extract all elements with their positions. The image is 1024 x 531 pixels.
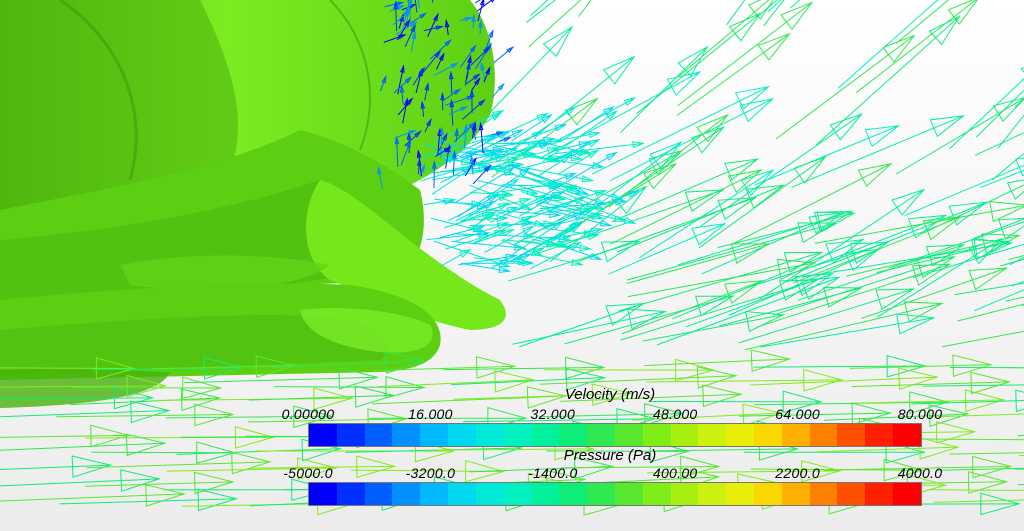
velocity-swatch	[364, 424, 393, 446]
pressure-swatch	[309, 483, 337, 505]
pressure-legend-title: Pressure (Pa)	[563, 447, 657, 464]
velocity-swatch	[448, 424, 476, 446]
pressure-tick-label: 2200.0	[775, 465, 820, 481]
pressure-swatch	[670, 483, 699, 505]
velocity-swatch	[809, 424, 838, 446]
pressure-swatch	[364, 483, 393, 505]
velocity-swatch	[754, 424, 782, 446]
pressure-swatch	[642, 483, 671, 505]
velocity-swatch	[726, 424, 754, 446]
velocity-swatch	[336, 424, 365, 446]
velocity-swatch	[392, 424, 421, 446]
velocity-swatch	[614, 424, 643, 446]
velocity-swatch	[559, 424, 588, 446]
pressure-colorbar	[308, 482, 922, 506]
pressure-tick-label: -3200.0	[405, 465, 456, 481]
pressure-swatch	[698, 483, 727, 505]
velocity-swatch	[503, 424, 532, 446]
pressure-swatch	[559, 483, 588, 505]
pressure-swatch	[837, 483, 866, 505]
pressure-swatch	[865, 483, 894, 505]
velocity-tick-label: 16.000	[408, 406, 453, 422]
velocity-tick-label: 48.000	[652, 406, 698, 422]
pressure-swatch	[392, 483, 421, 505]
pressure-swatch	[448, 483, 476, 505]
pressure-swatch	[809, 483, 838, 505]
velocity-tick-label: 80.000	[897, 406, 943, 422]
velocity-swatch	[781, 424, 810, 446]
velocity-tick-label: 64.000	[775, 406, 820, 422]
pressure-swatch	[754, 483, 782, 505]
velocity-vectors-far	[483, 0, 1024, 351]
velocity-swatch	[309, 424, 337, 446]
velocity-tick-labels: 0.00000 16.000 32.000 48.000 64.000 80.000	[282, 406, 942, 424]
velocity-legend-title: Velocity (m/s)	[564, 386, 656, 403]
velocity-swatch	[837, 424, 866, 446]
pressure-swatch	[781, 483, 810, 505]
pressure-tick-label: 400.00	[652, 465, 698, 481]
pressure-swatch	[614, 483, 643, 505]
pressure-swatch	[587, 483, 615, 505]
pressure-swatch	[531, 483, 560, 505]
pressure-tick-labels: -5000.0 -3200.0 -1400.0 400.00 2200.0 4000.0	[283, 465, 942, 483]
pressure-tick-label: -1400.0	[528, 465, 578, 481]
pressure-swatch	[503, 483, 532, 505]
velocity-swatch	[642, 424, 671, 446]
velocity-swatch	[865, 424, 894, 446]
velocity-tick-label: 32.000	[530, 406, 576, 422]
velocity-swatch	[531, 424, 560, 446]
velocity-swatch	[475, 424, 504, 446]
velocity-tick-label: 0.00000	[281, 406, 335, 422]
pressure-swatch	[420, 483, 449, 505]
pressure-swatch	[726, 483, 754, 505]
pressure-swatch	[475, 483, 504, 505]
pressure-tick-label: -5000.0	[283, 465, 333, 481]
velocity-colorbar	[308, 423, 922, 447]
car-body	[0, 0, 506, 408]
velocity-swatch	[670, 424, 699, 446]
velocity-swatch	[587, 424, 615, 446]
velocity-swatch	[420, 424, 449, 446]
pressure-tick-label: 4000.0	[897, 465, 943, 481]
pressure-swatch	[336, 483, 365, 505]
velocity-swatch	[698, 424, 727, 446]
velocity-swatch	[893, 424, 921, 446]
pressure-swatch	[893, 483, 921, 505]
